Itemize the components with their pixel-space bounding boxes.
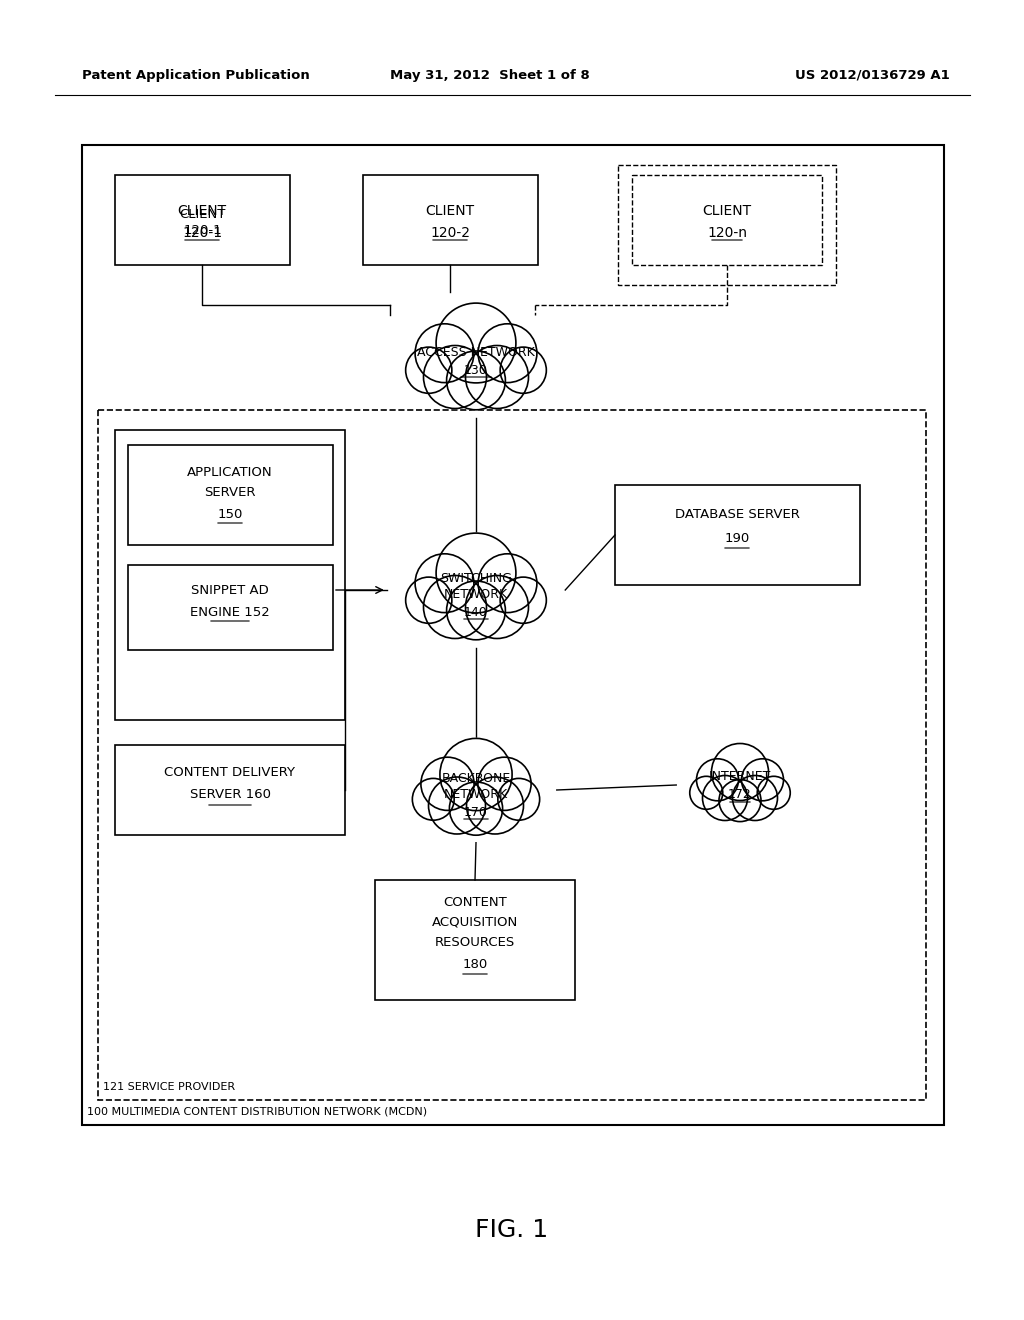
Text: 130: 130 bbox=[464, 363, 487, 376]
Text: INTERNET: INTERNET bbox=[709, 771, 771, 784]
Text: NETWORK: NETWORK bbox=[444, 589, 508, 602]
Circle shape bbox=[415, 554, 474, 612]
Text: 150: 150 bbox=[217, 508, 243, 521]
Circle shape bbox=[406, 577, 452, 623]
Text: DATABASE SERVER: DATABASE SERVER bbox=[675, 508, 800, 521]
Text: SERVER 160: SERVER 160 bbox=[189, 788, 270, 801]
Text: 140: 140 bbox=[464, 606, 487, 619]
Text: FIG. 1: FIG. 1 bbox=[475, 1218, 549, 1242]
Circle shape bbox=[406, 347, 452, 393]
Circle shape bbox=[413, 779, 455, 820]
Text: ACQUISITION: ACQUISITION bbox=[432, 916, 518, 928]
Circle shape bbox=[436, 304, 516, 383]
Text: CLIENT: CLIENT bbox=[177, 205, 226, 218]
Bar bbox=[615, 484, 860, 585]
Text: SNIPPET AD: SNIPPET AD bbox=[191, 583, 269, 597]
Bar bbox=[98, 411, 926, 1100]
Circle shape bbox=[478, 323, 537, 383]
Circle shape bbox=[446, 581, 506, 640]
Text: US 2012/0136729 A1: US 2012/0136729 A1 bbox=[796, 69, 950, 82]
Text: Patent Application Publication: Patent Application Publication bbox=[82, 69, 309, 82]
Bar bbox=[375, 880, 575, 1001]
Text: ACCESS NETWORK: ACCESS NETWORK bbox=[417, 346, 535, 359]
Text: 120-n: 120-n bbox=[707, 226, 746, 240]
Circle shape bbox=[500, 577, 547, 623]
Text: SERVER: SERVER bbox=[204, 487, 256, 499]
Text: 172: 172 bbox=[728, 788, 752, 801]
Circle shape bbox=[500, 347, 547, 393]
Circle shape bbox=[467, 777, 523, 834]
Text: CLIENT: CLIENT bbox=[702, 205, 752, 218]
Text: May 31, 2012  Sheet 1 of 8: May 31, 2012 Sheet 1 of 8 bbox=[390, 69, 590, 82]
Circle shape bbox=[690, 776, 723, 809]
Text: 180: 180 bbox=[463, 958, 487, 972]
Bar bbox=[632, 176, 822, 265]
Text: CLIENT: CLIENT bbox=[179, 207, 225, 220]
Circle shape bbox=[732, 776, 777, 821]
Circle shape bbox=[498, 779, 540, 820]
Text: 170: 170 bbox=[464, 805, 488, 818]
Circle shape bbox=[450, 781, 503, 836]
Text: 100 MULTIMEDIA CONTENT DISTRIBUTION NETWORK (MCDN): 100 MULTIMEDIA CONTENT DISTRIBUTION NETW… bbox=[87, 1107, 427, 1117]
Text: APPLICATION: APPLICATION bbox=[187, 466, 272, 479]
Circle shape bbox=[424, 346, 486, 408]
Text: CONTENT DELIVERY: CONTENT DELIVERY bbox=[165, 767, 296, 780]
Text: 120-1: 120-1 bbox=[182, 226, 222, 240]
Text: NETWORK: NETWORK bbox=[444, 788, 508, 801]
Circle shape bbox=[478, 554, 537, 612]
Text: CLIENT: CLIENT bbox=[425, 205, 474, 218]
Circle shape bbox=[702, 776, 748, 821]
Circle shape bbox=[696, 759, 738, 801]
Text: SWITCHING: SWITCHING bbox=[440, 572, 512, 585]
Circle shape bbox=[719, 780, 761, 821]
Text: 120-1: 120-1 bbox=[183, 223, 222, 236]
Bar bbox=[82, 145, 944, 1125]
Bar bbox=[128, 445, 333, 545]
Circle shape bbox=[478, 758, 531, 810]
Circle shape bbox=[466, 576, 528, 639]
Text: BACKBONE: BACKBONE bbox=[441, 771, 511, 784]
Bar bbox=[115, 176, 290, 265]
Circle shape bbox=[421, 758, 474, 810]
Bar bbox=[362, 176, 538, 265]
Text: RESOURCES: RESOURCES bbox=[435, 936, 515, 949]
Circle shape bbox=[424, 576, 486, 639]
Circle shape bbox=[436, 533, 516, 612]
Bar bbox=[618, 165, 836, 285]
Text: 120-2: 120-2 bbox=[430, 226, 470, 240]
Bar bbox=[115, 430, 345, 719]
Text: ENGINE 152: ENGINE 152 bbox=[190, 606, 270, 619]
Text: 190: 190 bbox=[724, 532, 750, 545]
Circle shape bbox=[440, 738, 512, 810]
Bar bbox=[115, 744, 345, 836]
Circle shape bbox=[428, 777, 485, 834]
Text: 121 SERVICE PROVIDER: 121 SERVICE PROVIDER bbox=[103, 1082, 236, 1092]
Circle shape bbox=[415, 323, 474, 383]
Circle shape bbox=[741, 759, 783, 801]
Circle shape bbox=[758, 776, 791, 809]
Circle shape bbox=[466, 346, 528, 408]
Text: CONTENT: CONTENT bbox=[443, 895, 507, 908]
Circle shape bbox=[446, 351, 506, 409]
Circle shape bbox=[712, 743, 768, 800]
Bar bbox=[128, 565, 333, 649]
